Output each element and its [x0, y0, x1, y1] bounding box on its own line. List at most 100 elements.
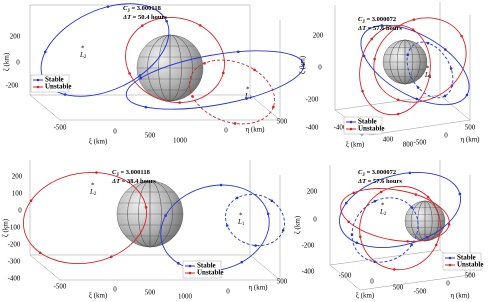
period: ΔT = 38.4 hours — [111, 178, 156, 185]
zeta-tick-label: 0 — [18, 207, 22, 215]
orbit — [338, 172, 462, 248]
xi-tick-label: 0 — [113, 128, 117, 136]
period-value: = 57.6 hours — [366, 25, 402, 32]
libration-point-symbol: L — [237, 218, 242, 226]
orbit-marker — [165, 19, 168, 23]
orbit-marker — [373, 57, 376, 61]
period: ΔT = 57.6 hours — [357, 25, 402, 32]
eta-tick-label: 0 — [226, 288, 230, 296]
orbit-marker — [361, 89, 364, 93]
orbit-marker — [106, 5, 110, 8]
orbit-marker — [109, 255, 113, 259]
zeta-tick-label: -200 — [306, 96, 319, 104]
period-symbol: ΔT — [357, 25, 367, 32]
legend-marker — [448, 256, 452, 260]
orbit-marker — [270, 199, 274, 203]
orbit-marker — [272, 105, 275, 109]
libration-point-subscript: 2 — [84, 55, 87, 60]
xi-tick-label: 0 — [370, 278, 374, 286]
zeta-tick-label: -400 — [8, 275, 21, 283]
zeta-tick-label: 0 — [313, 216, 317, 224]
orbit-marker — [458, 192, 462, 196]
eta-tick-label: 0 — [446, 280, 450, 288]
orbit-marker — [233, 122, 237, 125]
zeta-tick-label: -400 — [302, 268, 315, 276]
orbit-marker — [221, 71, 225, 75]
libration-point-symbol: L — [89, 188, 94, 196]
zeta-tick-label: 0 — [318, 64, 322, 72]
xi-tick-label: 1000 — [178, 293, 193, 301]
orbit-marker — [434, 243, 438, 247]
eta-axis-label: η (km) — [460, 136, 480, 144]
axes-frame — [29, 160, 281, 281]
orbit-marker — [373, 199, 377, 203]
libration-point-mark: * — [381, 202, 385, 210]
legend-marker — [188, 264, 192, 268]
eta-tick-label: 0 — [444, 132, 448, 140]
orbit-marker — [138, 74, 142, 77]
legend-label: Unstable — [358, 125, 384, 133]
libration-point-mark: * — [91, 182, 95, 190]
orbit-marker — [408, 171, 412, 175]
jacobi-constant-symbol: C — [112, 169, 117, 176]
eta-axis-label: η (km) — [248, 284, 268, 292]
orbit-marker — [178, 101, 181, 104]
orbit-marker — [396, 112, 400, 116]
orbit-marker — [235, 196, 239, 200]
jacobi-constant-value: = 3.000072 — [365, 16, 396, 23]
xi-axis-label: ξ (km) — [346, 141, 365, 149]
orbit-marker — [426, 195, 430, 199]
orbit-marker — [236, 50, 240, 54]
jacobi-constant-subscript: J — [362, 20, 365, 25]
legend-marker — [448, 263, 452, 267]
jacobi-constant: CJ = 3.000072 — [358, 16, 396, 25]
jacobi-constant-symbol: C — [358, 16, 363, 23]
period-value: = 38.4 hours — [120, 178, 156, 185]
orbit-marker — [425, 235, 429, 239]
jacobi-constant-symbol: C — [358, 169, 363, 176]
legend-label: Stable — [45, 76, 64, 84]
xi-tick-label: 500 — [393, 284, 404, 292]
orbit-marker — [352, 191, 356, 195]
legend-box — [182, 260, 222, 279]
xi-tick-label: 500 — [145, 132, 156, 140]
libration-point-symbol: L — [79, 51, 84, 59]
orbit-marker — [410, 206, 414, 209]
zeta-tick-label: 200 — [10, 33, 21, 41]
orbit-marker — [164, 214, 167, 217]
libration-point-mark: * — [81, 45, 85, 53]
orbit-marker — [460, 34, 463, 38]
period: ΔT = 57.6 hours — [357, 178, 402, 185]
xi-axis-label: ξ (km) — [89, 138, 108, 146]
orbit-marker — [415, 97, 419, 101]
eta-tick-label: -500 — [414, 288, 427, 296]
xi-tick-label: -400 — [334, 124, 347, 132]
legend-label: Stable — [358, 118, 377, 126]
orbit-marker — [281, 228, 285, 232]
xi-axis-label: ξ (km) — [89, 292, 108, 300]
libration-point: L2 — [89, 188, 97, 198]
libration-point: L2 — [379, 208, 387, 218]
orbit-marker — [344, 201, 348, 205]
zeta-tick-label: -100 — [8, 224, 21, 232]
legend-marker — [349, 120, 353, 124]
xi-axis-label: ξ (km) — [356, 292, 375, 300]
sphere-meridian — [147, 34, 193, 102]
legend-label: Unstable — [457, 261, 483, 269]
orbit-marker — [396, 98, 400, 102]
zeta-tick-label: 100 — [12, 190, 23, 198]
legend-marker — [36, 78, 40, 82]
eta-tick-label: 0 — [224, 127, 228, 135]
xi-tick-label: 1000 — [173, 137, 188, 145]
legend-box — [30, 74, 70, 93]
orbit-marker — [302, 63, 305, 66]
xi-tick-label: -500 — [54, 124, 67, 132]
zeta-tick-label: -400 — [306, 124, 319, 132]
orbit-marker — [254, 244, 257, 247]
libration-point-mark: * — [426, 65, 430, 73]
jacobi-constant: CJ = 3.000118 — [112, 169, 151, 178]
orbit-marker — [447, 223, 451, 226]
orbit-marker — [355, 241, 359, 245]
orbit-marker — [465, 93, 469, 97]
